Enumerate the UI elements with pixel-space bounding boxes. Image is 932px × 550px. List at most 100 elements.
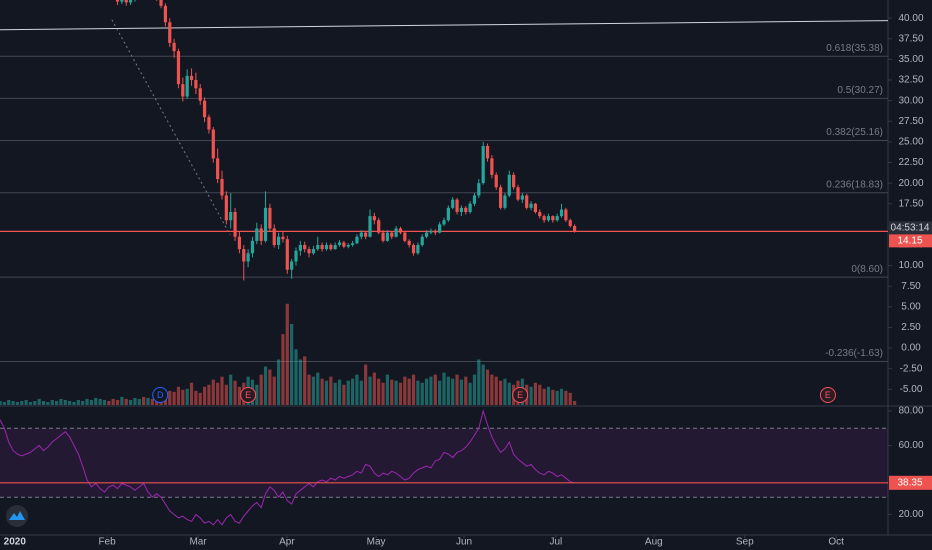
volume-bar xyxy=(185,388,189,405)
volume-bar xyxy=(189,382,194,405)
candle-body xyxy=(477,183,481,196)
candle-body xyxy=(303,244,307,250)
y-tick-label: 20.00 xyxy=(898,178,923,189)
candle-body xyxy=(224,195,228,221)
y-tick-label: -2.50 xyxy=(900,363,923,374)
candle-body xyxy=(377,220,381,233)
x-tick-label: May xyxy=(367,537,386,548)
volume-bar xyxy=(416,380,420,405)
volume-bar xyxy=(551,389,555,405)
candle-body xyxy=(324,244,329,250)
candle-body xyxy=(120,0,124,2)
candle-body xyxy=(211,129,215,159)
candle-body xyxy=(329,244,333,250)
volume-bar xyxy=(424,378,429,405)
volume-bar xyxy=(368,376,372,405)
volume-bar xyxy=(337,379,342,405)
volume-bar xyxy=(433,374,437,405)
volume-bar xyxy=(324,380,329,405)
volume-bar xyxy=(255,384,259,405)
candle-body xyxy=(346,244,350,247)
candle-body xyxy=(503,195,507,208)
volume-bar xyxy=(128,399,133,405)
fib-level-label: 0.618(35.38) xyxy=(826,43,883,54)
volume-bar xyxy=(477,359,481,405)
volume-bar xyxy=(503,378,507,405)
y-tick-label: 30.00 xyxy=(898,95,923,106)
countdown-box xyxy=(889,221,932,235)
volume-bar xyxy=(372,372,376,405)
volume-bar xyxy=(202,386,207,405)
volume-bar xyxy=(28,401,33,405)
candle-body xyxy=(520,195,524,200)
volume-bar xyxy=(364,364,368,405)
event-label: E xyxy=(517,390,523,400)
volume-bar xyxy=(411,374,416,405)
trend-line xyxy=(0,20,888,31)
y-tick-label: 10.00 xyxy=(898,260,923,271)
candle-body xyxy=(276,236,281,245)
candle-body xyxy=(294,250,298,262)
candle-body xyxy=(438,224,442,233)
volume-bar xyxy=(137,398,141,405)
y-tick-label: 25.00 xyxy=(898,137,923,148)
volume-bar xyxy=(403,376,407,405)
volume-bar xyxy=(124,398,128,405)
volume-bar xyxy=(229,374,233,405)
volume-bar xyxy=(311,376,316,405)
volume-bar xyxy=(494,376,498,405)
volume-bar xyxy=(33,400,37,405)
volume-bar xyxy=(459,379,464,405)
candle-body xyxy=(298,244,302,251)
volume-bar xyxy=(555,390,559,405)
x-tick-label: Feb xyxy=(98,537,116,548)
volume-bar xyxy=(481,364,485,405)
y-tick-label: 27.50 xyxy=(898,116,923,127)
x-tick-label: Aug xyxy=(645,537,663,548)
rsi-band-fill xyxy=(0,428,888,498)
candle-body xyxy=(542,216,546,221)
logo xyxy=(6,505,28,527)
volume-bar xyxy=(24,399,28,405)
volume-bar xyxy=(59,398,63,405)
event-label: D xyxy=(157,390,164,400)
volume-bar xyxy=(355,374,359,405)
volume-bar xyxy=(98,398,102,405)
candle-body xyxy=(372,216,376,221)
volume-bar xyxy=(107,400,111,405)
candle-body xyxy=(459,207,464,212)
candle-body xyxy=(498,187,503,208)
volume-bar xyxy=(464,376,468,405)
candle-body xyxy=(307,249,311,254)
candle-body xyxy=(189,75,194,81)
candle-body xyxy=(350,243,355,245)
rsi-y-tick-label: 60.00 xyxy=(898,440,923,451)
candle-body xyxy=(481,145,485,184)
volume-bar xyxy=(150,398,154,405)
candle-body xyxy=(237,236,242,250)
last-price-box xyxy=(889,234,932,248)
volume-bar xyxy=(350,378,355,405)
fib-anchor-line xyxy=(111,19,231,236)
volume-bar xyxy=(220,376,224,405)
volume-bar xyxy=(559,388,564,405)
volume-bar xyxy=(181,389,185,405)
fib-level-label: 0.5(30.27) xyxy=(837,85,883,96)
volume-bar xyxy=(442,372,446,405)
volume-bar xyxy=(198,392,202,405)
price-pane: 0.618(35.38) 0.5(30.27) 0.382(25.16) 0.236(… xyxy=(0,0,888,405)
candle-body xyxy=(516,187,520,200)
volume-bar xyxy=(507,382,511,405)
rsi-pane xyxy=(0,409,888,526)
candle-body xyxy=(403,232,407,241)
candle-body xyxy=(494,174,498,188)
candle-body xyxy=(124,0,128,3)
volume-bar xyxy=(11,400,15,405)
volume-bar xyxy=(272,376,276,405)
volume-bar xyxy=(498,380,503,405)
volume-bar xyxy=(54,400,59,405)
candle-body xyxy=(490,158,494,175)
candle-body xyxy=(451,199,455,208)
candle-body xyxy=(202,100,207,118)
